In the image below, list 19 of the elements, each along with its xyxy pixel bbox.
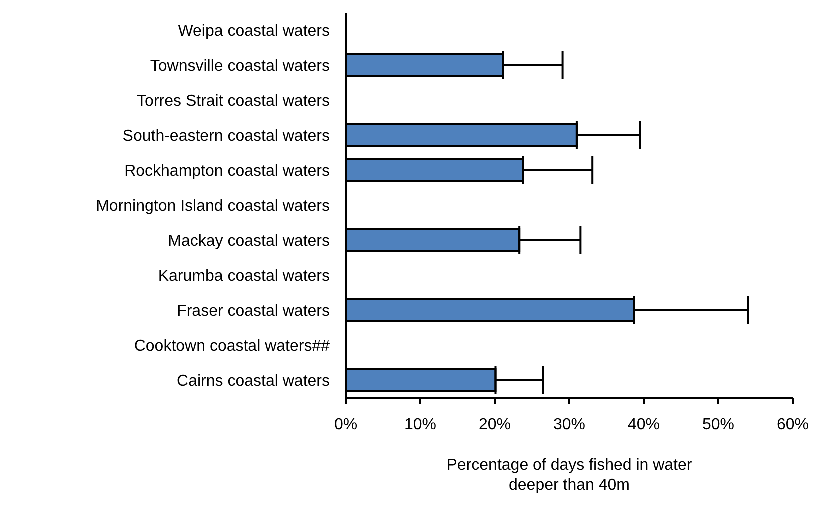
x-tick-label: 40% [628,416,660,434]
x-axis-title: Percentage of days fished in water deeper than 40m [446,457,693,494]
x-tick-label: 60% [776,416,810,434]
x-tick-label: 10% [404,416,437,434]
x-tick-label: 30% [553,416,586,434]
y-tick-label: South-eastern coastal waters [122,128,330,146]
y-tick-label: Cooktown coastal waters## [134,338,330,356]
y-tick-label: Cairns coastal waters [177,373,330,390]
y-tick-label: Mackay coastal waters [168,233,330,250]
y-tick-label: Fraser coastal waters [177,303,330,320]
x-tick-label: 50% [702,416,735,434]
y-tick-label: Townsville coastal waters [150,58,330,76]
y-tick-label: Rockhampton coastal waters [124,163,330,180]
y-tick-label: Karumba coastal waters [158,268,330,286]
x-tick-label: 20% [478,416,512,434]
x-tick-label: 0% [334,416,358,434]
y-tick-label: Mornington Island coastal waters [96,198,330,216]
y-tick-label: Weipa coastal waters [178,23,330,40]
y-tick-label: Torres Strait coastal waters [137,93,330,110]
